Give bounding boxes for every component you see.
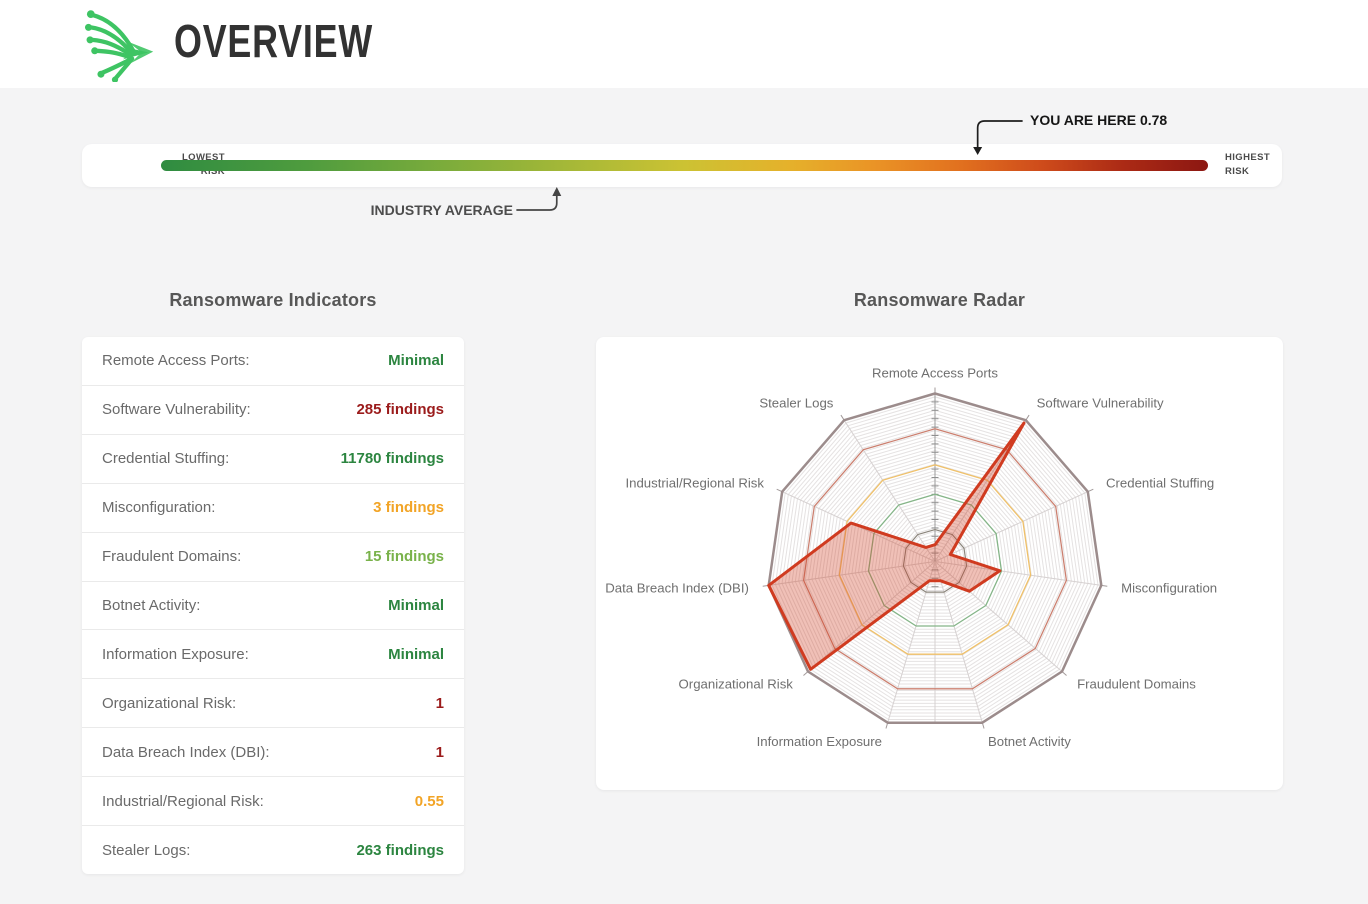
indicator-label: Data Breach Index (DBI):	[102, 743, 270, 761]
table-row: Botnet Activity: Minimal	[82, 580, 464, 630]
industry-average-label: INDUSTRY AVERAGE	[370, 202, 513, 218]
up-arrow-icon	[552, 187, 562, 196]
radar-chart[interactable]: Remote Access Ports Software Vulnerabilit…	[596, 337, 1283, 790]
highest-risk-label: HIGHEST RISK	[1225, 152, 1271, 177]
indicator-label: Stealer Logs:	[102, 841, 191, 859]
table-row: Industrial/Regional Risk: 0.55	[82, 776, 464, 825]
table-row: Stealer Logs: 263 findings	[82, 825, 464, 874]
radar-axis-label: Misconfiguration	[1121, 580, 1217, 595]
table-row: Remote Access Ports: Minimal	[82, 337, 464, 385]
table-row: Fraudulent Domains: 15 findings	[82, 531, 464, 581]
indicator-label: Software Vulnerability:	[102, 401, 251, 419]
radar-axis-line	[934, 491, 1089, 562]
radar-threshold-ring	[867, 493, 1003, 627]
indicator-label: Fraudulent Domains:	[102, 548, 242, 566]
indicator-label: Misconfiguration:	[102, 499, 216, 517]
indicator-label: Organizational Risk:	[102, 694, 237, 712]
indicator-label: Industrial/Regional Risk:	[102, 792, 264, 810]
indicator-label: Remote Access Ports:	[102, 352, 250, 370]
table-row: Misconfiguration: 3 findings	[82, 482, 464, 532]
indicator-value: Minimal	[388, 352, 444, 370]
radar-axis-line	[934, 561, 1102, 586]
table-row: Information Exposure: Minimal	[82, 629, 464, 678]
lowest-risk-label: LOWEST RISK	[181, 152, 225, 177]
radar-axis-label: Industrial/Regional Risk	[625, 475, 764, 490]
radar-axis-label: Data Breach Index (DBI)	[605, 580, 749, 595]
indicator-value: 0.55	[414, 792, 444, 810]
indicator-value: 3 findings	[373, 499, 444, 517]
app-header: OVERVIEW	[0, 0, 1368, 88]
you-are-here-label: YOU ARE HERE 0.78	[1030, 112, 1168, 128]
radar-title: Ransomware Radar	[853, 290, 1026, 310]
page-title: OVERVIEW	[174, 15, 373, 67]
radar-threshold-ring	[802, 428, 1068, 690]
radar-threshold-ring	[767, 392, 1103, 724]
indicator-value: 285 findings	[356, 401, 444, 419]
radar-axis-line	[934, 561, 1063, 672]
radar-threshold-ring	[838, 464, 1032, 655]
ransomware-indicators-table: Remote Access Ports: Minimal Software Vuln…	[82, 337, 464, 874]
indicator-value: 263 findings	[356, 841, 444, 859]
radar-axis-label: Botnet Activity	[988, 734, 1071, 749]
table-row: Software Vulnerability: 285 findings	[82, 384, 464, 434]
radar-axis-label: Credential Stuffing	[1106, 475, 1214, 490]
table-row: Data Breach Index (DBI): 1	[82, 727, 464, 776]
indicator-value: 15 findings	[364, 548, 444, 566]
indicator-value: 11780 findings	[340, 450, 444, 468]
radar-axis-label: Information Exposure	[757, 734, 882, 749]
radar-axis-line	[768, 561, 936, 586]
you-are-here-value: 0.78	[1139, 112, 1168, 128]
indicator-value: Minimal	[388, 596, 444, 614]
ransomware-radar-card[interactable]: Remote Access Ports Software Vulnerabilit…	[596, 337, 1283, 790]
radar-axis-line	[934, 561, 983, 723]
table-row: Organizational Risk: 1	[82, 678, 464, 727]
radar-axis-line	[807, 561, 936, 672]
indicator-label: Information Exposure:	[102, 645, 249, 663]
indicators-title: Ransomware Indicators	[169, 290, 377, 310]
radar-axis-label: Software Vulnerability	[1037, 395, 1164, 410]
indicator-label: Credential Stuffing:	[102, 450, 230, 468]
radar-axis-line	[843, 419, 936, 562]
indicator-value: Minimal	[388, 645, 444, 663]
risk-scale-panel: LOWEST RISK HIGHEST RISK	[82, 144, 1282, 187]
radar-threshold-ring	[902, 529, 968, 593]
indicator-value: 1	[435, 694, 444, 712]
indicator-value: 1	[435, 743, 444, 761]
radar-axis-label: Stealer Logs	[759, 395, 833, 410]
radar-axis-label: Fraudulent Domains	[1077, 677, 1196, 692]
risk-gradient-bar	[161, 160, 1208, 171]
radar-data-polygon[interactable]	[767, 421, 1026, 671]
radar-axis-label: Remote Access Ports	[872, 366, 998, 381]
radar-axis-label: Organizational Risk	[679, 677, 794, 692]
table-row: Credential Stuffing: 11780 findings	[82, 433, 464, 483]
indicator-label: Botnet Activity:	[102, 596, 201, 614]
radar-axis-line	[887, 561, 936, 723]
logo-icon	[84, 10, 154, 82]
